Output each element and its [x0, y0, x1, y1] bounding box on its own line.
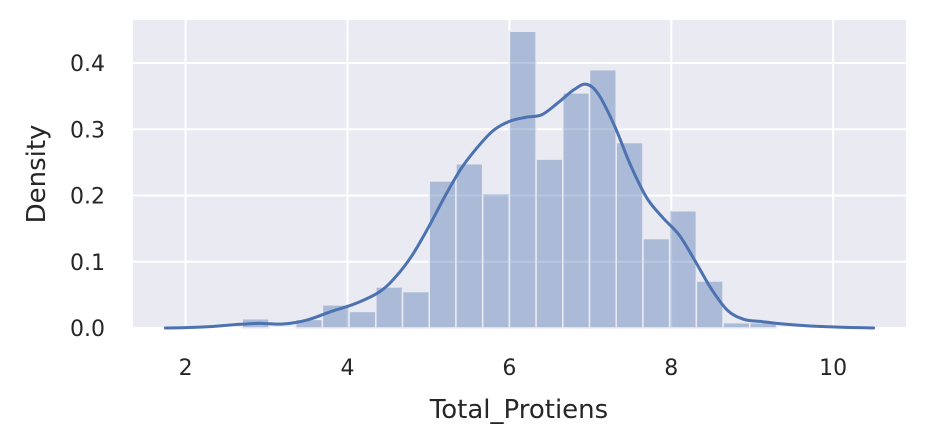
histogram-bar — [455, 162, 484, 329]
x-tick-label: 2 — [179, 356, 193, 381]
x-tick-label: 6 — [502, 356, 516, 381]
histogram-bar — [401, 290, 430, 329]
histogram-bar — [508, 30, 537, 329]
histogram-bar — [642, 237, 671, 329]
x-tick-label: 4 — [340, 356, 354, 381]
histogram-bar — [722, 321, 751, 329]
histogram-bar — [588, 68, 617, 329]
y-axis-ticks: 0.0 0.1 0.2 0.3 0.4 — [70, 52, 105, 342]
y-axis-label: Density — [22, 125, 52, 224]
histogram-bar — [562, 92, 591, 329]
x-axis-ticks: 2 4 6 8 10 — [179, 356, 848, 381]
x-tick-label: 10 — [819, 356, 847, 381]
x-axis-label: Total_Protiens — [429, 395, 608, 425]
histogram-bar — [375, 286, 404, 329]
x-tick-label: 8 — [664, 356, 678, 381]
histogram-bar — [348, 310, 377, 329]
y-tick-label: 0.4 — [70, 52, 105, 77]
y-tick-label: 0.2 — [70, 185, 105, 210]
y-tick-label: 0.1 — [70, 251, 105, 276]
y-tick-label: 0.0 — [70, 317, 105, 342]
y-tick-label: 0.3 — [70, 118, 105, 143]
kde-curve — [163, 82, 876, 330]
histogram-bar — [428, 180, 457, 329]
histogram-bar — [535, 158, 564, 329]
histogram-bar — [615, 141, 644, 329]
plot-area — [133, 20, 906, 328]
histogram-bar — [481, 192, 511, 329]
